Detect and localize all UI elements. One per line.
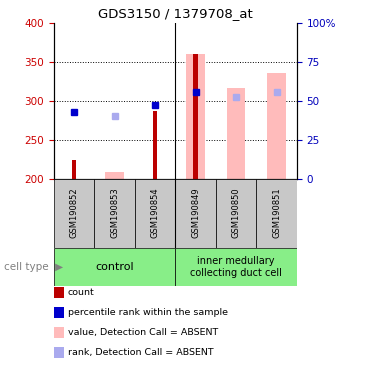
Text: percentile rank within the sample: percentile rank within the sample xyxy=(68,308,228,317)
Bar xyxy=(175,179,216,248)
Text: GSM190853: GSM190853 xyxy=(110,188,119,238)
Bar xyxy=(54,248,175,286)
Bar xyxy=(94,179,135,248)
Bar xyxy=(54,179,94,248)
Bar xyxy=(227,88,245,179)
Bar xyxy=(193,54,198,179)
Bar xyxy=(267,73,286,179)
Bar xyxy=(216,179,256,248)
Text: control: control xyxy=(95,262,134,272)
Bar xyxy=(152,111,157,179)
Text: inner medullary
collecting duct cell: inner medullary collecting duct cell xyxy=(190,256,282,278)
Text: count: count xyxy=(68,288,95,297)
Text: GSM190850: GSM190850 xyxy=(232,188,240,238)
Text: GSM190852: GSM190852 xyxy=(69,188,79,238)
Bar xyxy=(105,172,124,179)
Text: value, Detection Call = ABSENT: value, Detection Call = ABSENT xyxy=(68,328,218,337)
Text: GSM190851: GSM190851 xyxy=(272,188,281,238)
Bar xyxy=(72,160,76,179)
Title: GDS3150 / 1379708_at: GDS3150 / 1379708_at xyxy=(98,7,253,20)
Text: GSM190854: GSM190854 xyxy=(151,188,160,238)
Text: cell type  ▶: cell type ▶ xyxy=(4,262,63,272)
Text: rank, Detection Call = ABSENT: rank, Detection Call = ABSENT xyxy=(68,348,214,357)
Bar xyxy=(256,179,297,248)
Text: GSM190849: GSM190849 xyxy=(191,188,200,238)
Bar xyxy=(175,248,297,286)
Bar xyxy=(187,54,205,179)
Bar xyxy=(135,179,175,248)
